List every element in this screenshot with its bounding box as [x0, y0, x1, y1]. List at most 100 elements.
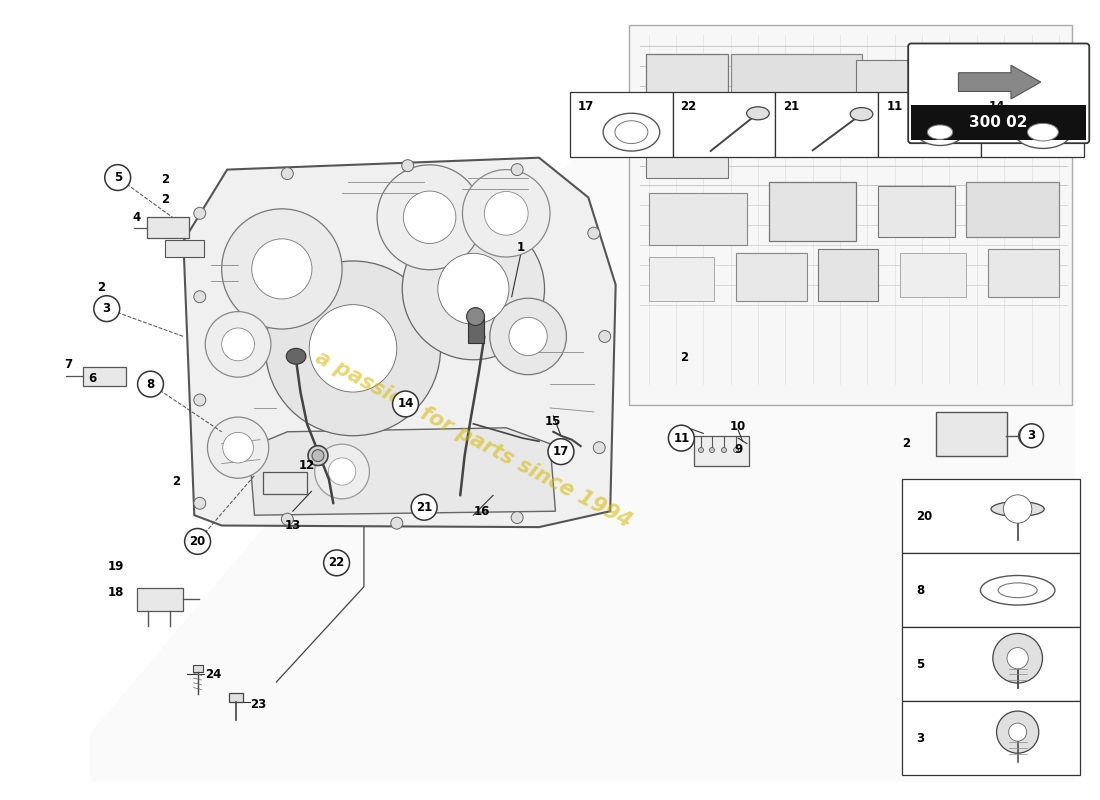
Bar [988, 249, 1059, 297]
Circle shape [1003, 495, 1032, 523]
Ellipse shape [991, 502, 1044, 516]
Circle shape [462, 170, 550, 257]
Bar [911, 105, 1087, 140]
Text: 14: 14 [989, 99, 1005, 113]
FancyBboxPatch shape [909, 43, 1089, 143]
Text: 20: 20 [189, 535, 206, 548]
Text: 5: 5 [113, 171, 122, 184]
Ellipse shape [927, 125, 953, 139]
Text: 12: 12 [299, 459, 316, 473]
Bar [902, 701, 1080, 775]
Text: 2: 2 [902, 437, 910, 450]
Circle shape [222, 328, 254, 361]
Bar [229, 693, 243, 702]
Text: 15: 15 [546, 415, 561, 428]
Text: 2: 2 [161, 173, 168, 186]
Circle shape [377, 165, 482, 270]
Text: 4: 4 [132, 210, 141, 224]
Circle shape [587, 227, 600, 239]
Bar [878, 186, 955, 237]
Circle shape [509, 318, 548, 355]
Text: 18: 18 [108, 586, 123, 598]
Circle shape [997, 711, 1038, 753]
Text: 24: 24 [205, 667, 221, 681]
Circle shape [512, 164, 524, 175]
Ellipse shape [603, 114, 660, 151]
Bar [924, 52, 984, 108]
Circle shape [252, 239, 312, 299]
Bar [647, 118, 728, 178]
Ellipse shape [1027, 123, 1058, 141]
Bar [570, 92, 672, 157]
Text: 300 02: 300 02 [969, 115, 1028, 130]
Circle shape [194, 394, 206, 406]
Circle shape [222, 209, 342, 329]
Bar [736, 253, 807, 301]
Bar [981, 92, 1085, 157]
Circle shape [393, 391, 418, 417]
Bar [468, 319, 484, 342]
Bar [988, 49, 1059, 97]
Text: 2: 2 [172, 475, 179, 488]
Circle shape [1019, 426, 1038, 446]
Circle shape [309, 305, 397, 392]
Text: 2: 2 [161, 194, 168, 206]
Ellipse shape [747, 106, 769, 120]
Text: EURO
SPARES: EURO SPARES [223, 388, 439, 491]
Bar [902, 479, 1080, 554]
Circle shape [669, 426, 694, 451]
Circle shape [993, 634, 1043, 683]
Circle shape [403, 218, 544, 360]
Text: 2: 2 [681, 351, 689, 364]
Text: 10: 10 [730, 420, 747, 433]
Text: 6: 6 [88, 372, 97, 385]
Circle shape [593, 442, 605, 454]
Circle shape [315, 444, 370, 499]
Circle shape [282, 168, 294, 179]
Bar [900, 253, 966, 297]
Polygon shape [958, 66, 1041, 99]
Bar [878, 92, 981, 157]
Text: 3: 3 [1027, 430, 1035, 442]
Circle shape [1006, 648, 1028, 669]
Circle shape [208, 417, 268, 478]
Circle shape [698, 447, 704, 453]
Circle shape [438, 254, 509, 324]
Bar [857, 60, 922, 104]
Bar [730, 54, 862, 150]
Bar [192, 665, 202, 673]
Text: 11: 11 [887, 99, 902, 113]
Circle shape [282, 514, 294, 525]
Text: 3: 3 [102, 302, 111, 315]
Ellipse shape [917, 118, 964, 146]
Ellipse shape [998, 583, 1037, 598]
Circle shape [1020, 424, 1044, 448]
Bar [902, 554, 1080, 627]
Circle shape [1009, 723, 1026, 741]
Ellipse shape [1014, 116, 1071, 149]
Bar [776, 92, 878, 157]
Circle shape [598, 330, 611, 342]
Circle shape [404, 191, 455, 243]
Circle shape [484, 191, 528, 235]
Text: a passion for parts since 1994: a passion for parts since 1994 [312, 347, 635, 532]
Text: 20: 20 [916, 510, 933, 523]
Circle shape [94, 296, 120, 322]
Text: 11: 11 [673, 432, 690, 445]
Ellipse shape [286, 348, 306, 364]
Text: 21: 21 [783, 99, 800, 113]
Circle shape [548, 438, 574, 465]
Text: 17: 17 [553, 445, 569, 458]
Circle shape [734, 447, 738, 453]
Circle shape [194, 498, 206, 510]
Circle shape [265, 261, 441, 436]
Text: 16: 16 [474, 505, 491, 518]
Circle shape [390, 517, 403, 529]
Circle shape [512, 512, 524, 523]
Text: 7: 7 [65, 358, 73, 370]
Circle shape [223, 432, 253, 463]
Text: 1: 1 [516, 241, 525, 254]
Bar [966, 182, 1059, 237]
Circle shape [206, 312, 271, 377]
Bar [936, 412, 1008, 456]
